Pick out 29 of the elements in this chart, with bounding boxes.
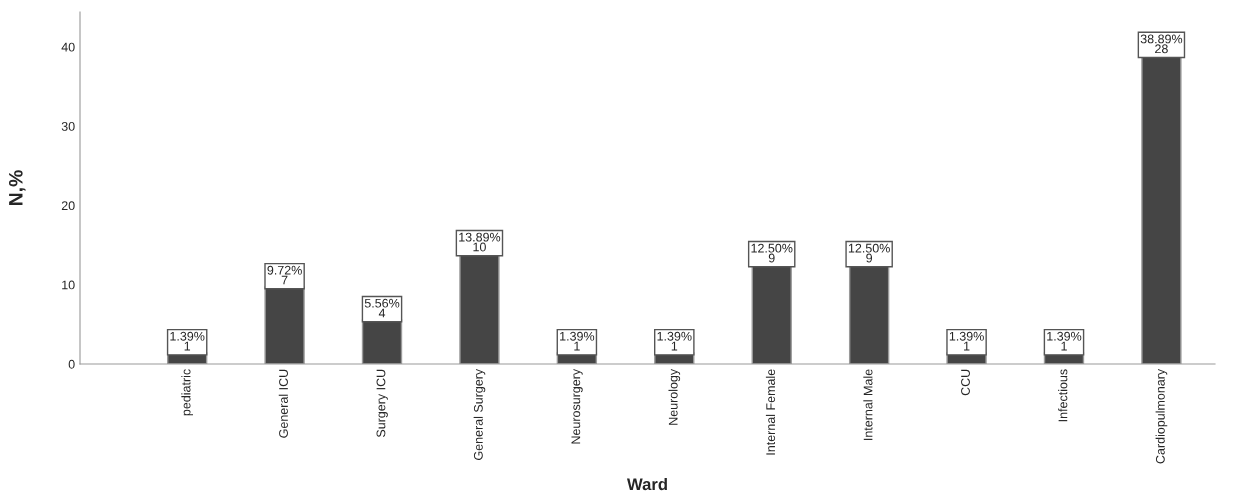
x-tick-label: Internal Female	[765, 369, 776, 455]
y-tick-label: 40	[61, 42, 75, 52]
data-label: 12.50% 9	[848, 243, 890, 263]
x-tick-label: General ICU	[278, 369, 288, 438]
x-tick-label: Cardiopulmonary	[1155, 368, 1168, 464]
data-label: 5.56% 4	[364, 298, 400, 318]
x-tick-label: Neurology	[668, 368, 681, 425]
x-tick-label: Infectious	[1058, 369, 1068, 422]
y-tick-label: 10	[62, 280, 75, 290]
data-label: 12.50% 9	[751, 243, 793, 263]
data-label: 38.89% 28	[1140, 34, 1183, 54]
y-tick-label: 20	[61, 201, 75, 211]
data-label: 1.39% 1	[1047, 331, 1082, 351]
y-axis-title: N,%	[8, 170, 26, 206]
x-tick-label: General Surgery	[473, 368, 486, 460]
x-tick-label: pediatric	[181, 369, 193, 416]
x-tick-label: Neurosurgery	[571, 368, 583, 444]
data-label: 1.39% 1	[657, 331, 692, 351]
data-label: 1.39% 1	[170, 331, 205, 351]
data-label: 1.39% 1	[949, 331, 984, 351]
x-tick-label: Surgery ICU	[376, 369, 388, 438]
x-axis-title: Ward	[626, 477, 667, 491]
data-label: 9.72% 7	[267, 265, 302, 285]
x-tick-label: CCU	[961, 369, 970, 396]
data-label: 13.89% 10	[459, 232, 501, 252]
x-tick-label: Internal Male	[863, 369, 873, 440]
data-label: 1.39% 1	[560, 331, 595, 351]
y-tick-label: 0	[68, 359, 75, 369]
y-tick-label: 30	[61, 121, 75, 131]
